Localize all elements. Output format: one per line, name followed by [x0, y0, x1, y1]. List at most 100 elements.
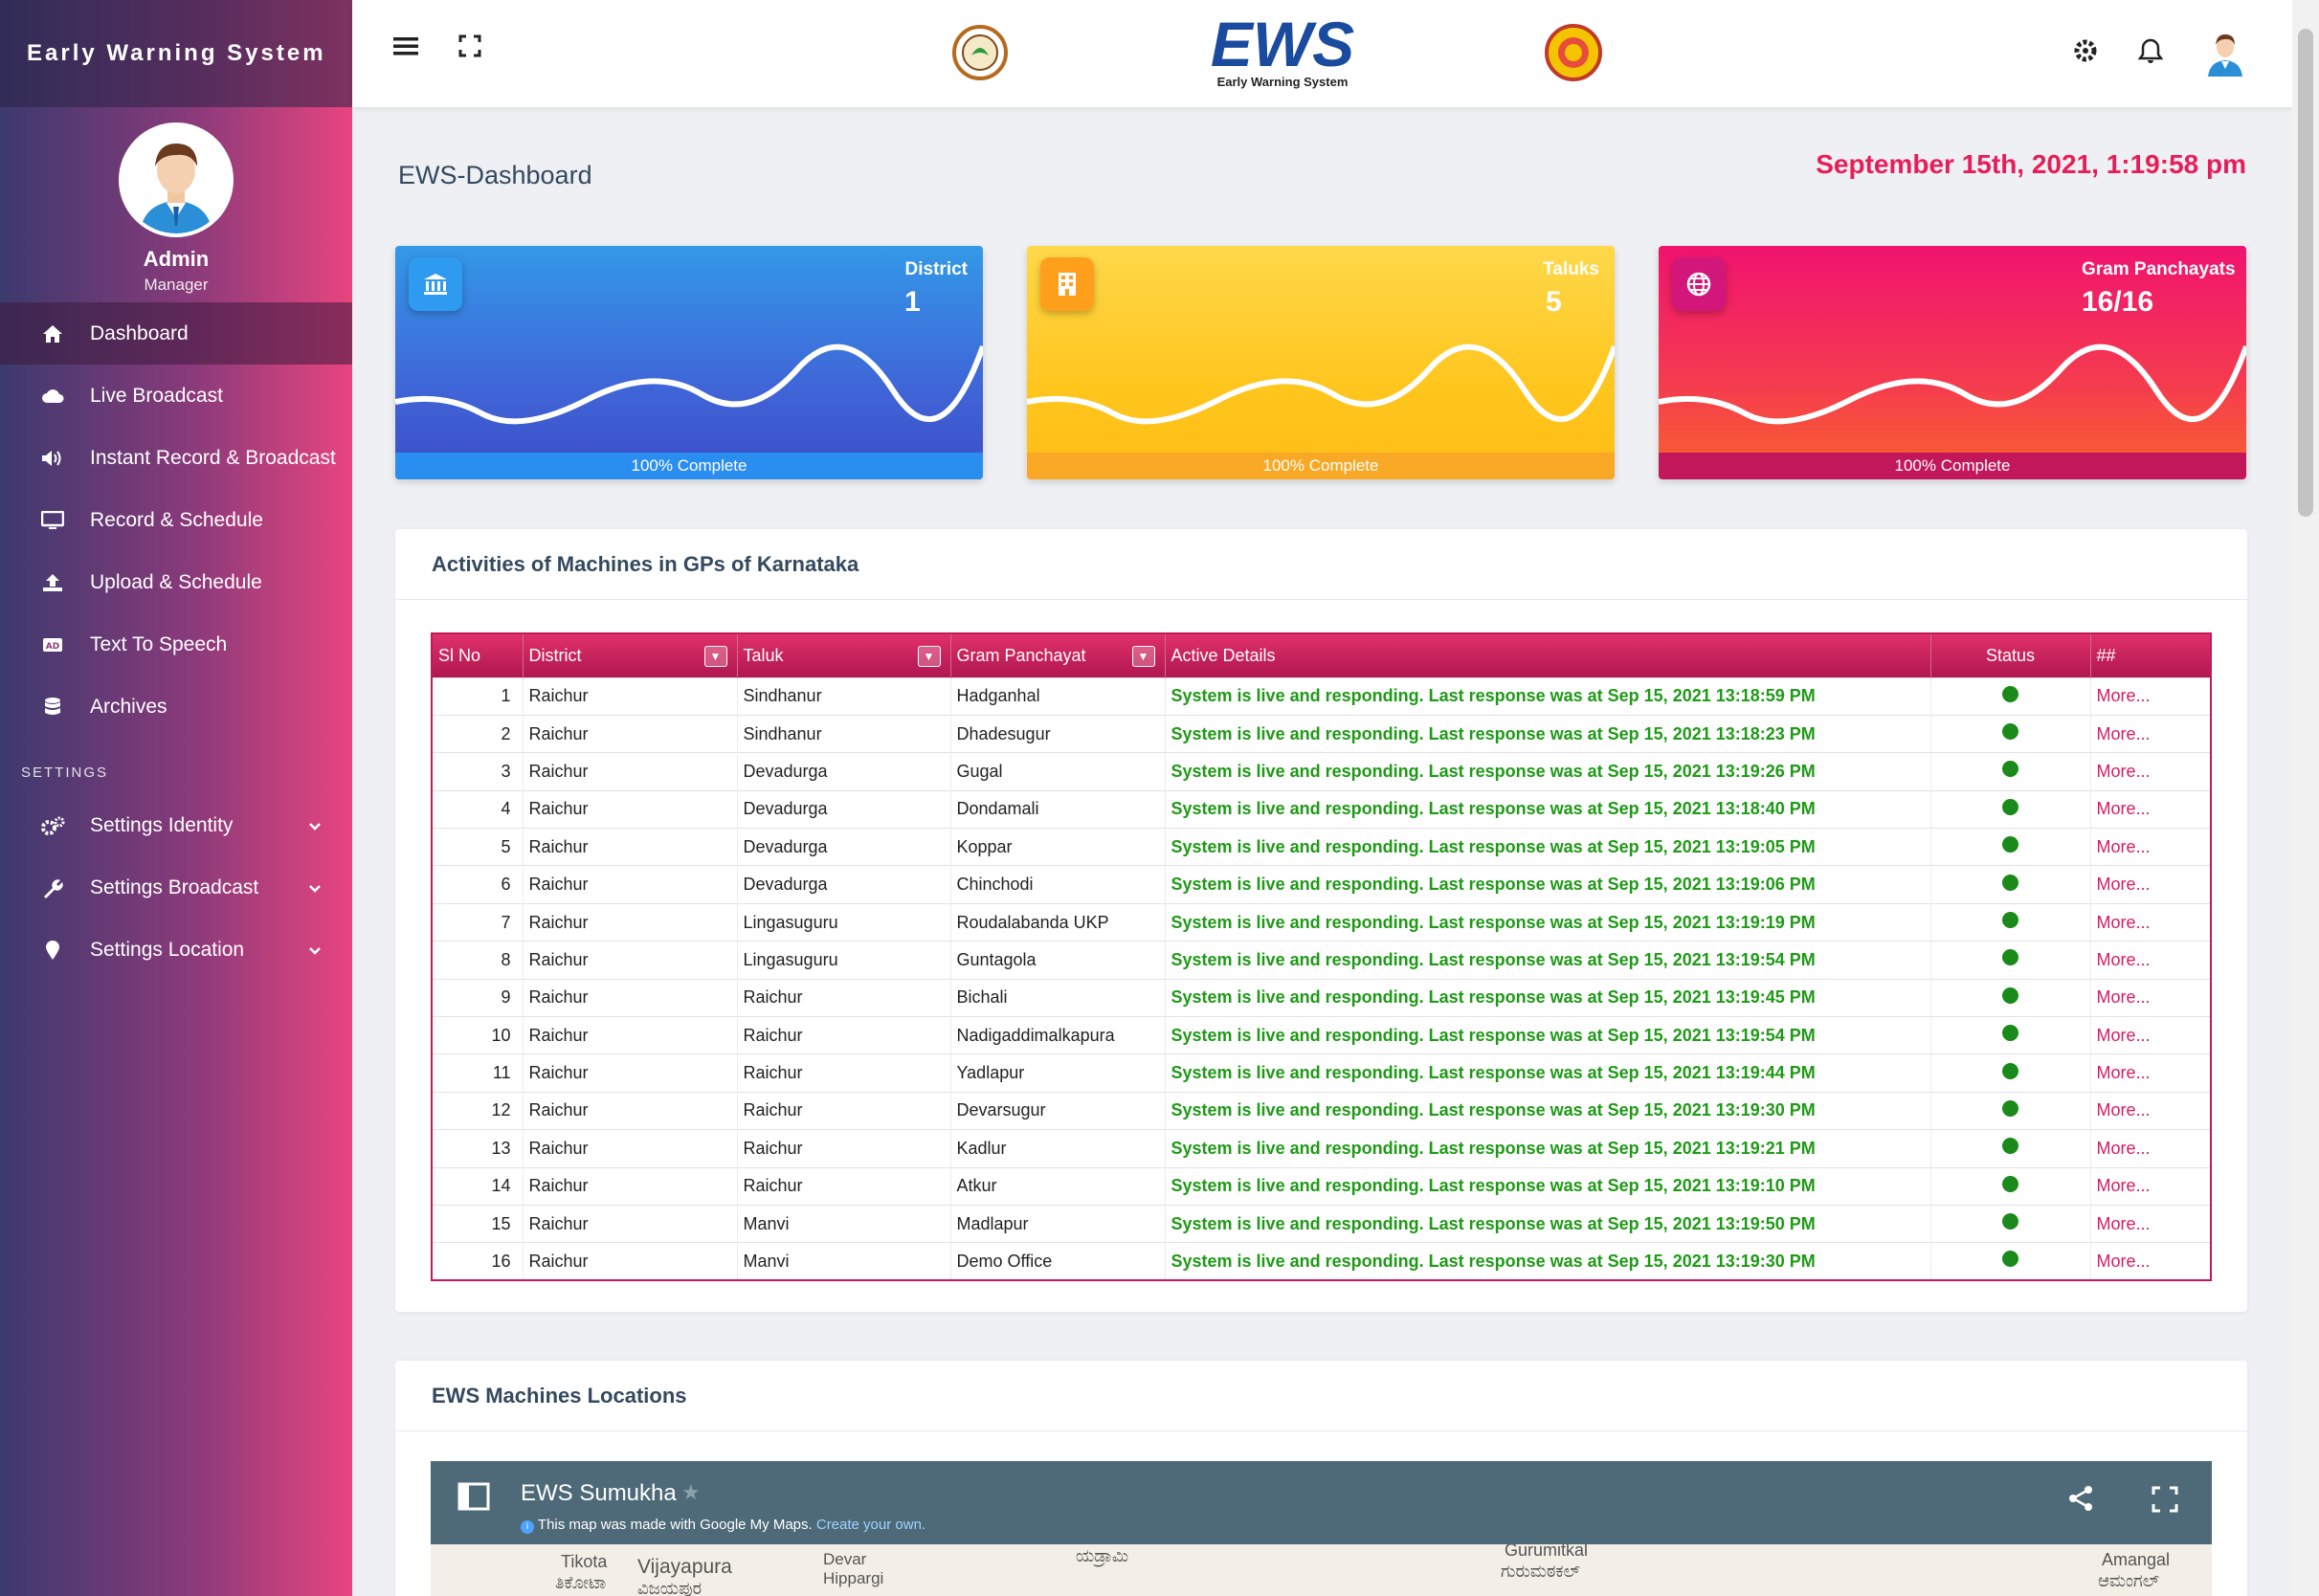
sidebar-item-live-broadcast[interactable]: Live Broadcast: [0, 365, 352, 427]
scrollbar-thumb[interactable]: [2298, 29, 2313, 517]
card-label: Taluks: [1543, 259, 1599, 279]
more-link[interactable]: More...: [2090, 1091, 2212, 1130]
table-row: 9 Raichur Raichur Bichali System is live and…: [432, 978, 2212, 1017]
avatar[interactable]: [119, 122, 234, 237]
cell-gram-panchayat: Nadigaddimalkapura: [950, 1016, 1166, 1054]
sidebar-item-label: Live Broadcast: [90, 384, 223, 407]
map-panel: EWS Machines Locations EWS Sumukha ★ i T…: [395, 1361, 2247, 1596]
cell-sl-no: 12: [432, 1091, 524, 1130]
sidebar-item-archives[interactable]: Archives: [0, 676, 352, 738]
filter-dropdown-icon[interactable]: ▼: [1131, 646, 1155, 667]
sidebar-item-label: Archives: [90, 695, 167, 718]
cell-gram-panchayat: Kadlur: [950, 1129, 1166, 1168]
more-link[interactable]: More...: [2090, 941, 2212, 980]
cell-active-details: System is live and responding. Last resp…: [1165, 978, 1931, 1017]
cell-taluk: Sindhanur: [737, 714, 951, 753]
status-live-icon: [2002, 1025, 2018, 1042]
more-link[interactable]: More...: [2090, 1053, 2212, 1093]
create-map-link[interactable]: Create your own.: [815, 1517, 926, 1533]
sidebar-item-label: Settings Broadcast: [90, 876, 259, 898]
user-avatar-icon[interactable]: [2202, 27, 2248, 81]
map-panel-title: EWS Machines Locations: [395, 1361, 2247, 1431]
column-header-taluk[interactable]: Taluk ▼: [737, 633, 951, 677]
ews-logo: EWS Early Warning System: [1210, 9, 1355, 89]
cell-district: Raichur: [523, 752, 738, 791]
cell-taluk: Devadurga: [737, 828, 951, 866]
taluks-card[interactable]: Taluks 5 100% Complete: [1027, 246, 1615, 479]
more-link[interactable]: More...: [2090, 752, 2212, 791]
table-row: 2 Raichur Sindhanur Dhadesugur System is liv…: [432, 714, 2212, 753]
more-link[interactable]: More...: [2090, 1129, 2212, 1168]
cell-gram-panchayat: Koppar: [950, 828, 1166, 866]
map-place-label: Vijayapura: [637, 1556, 732, 1578]
more-link[interactable]: More...: [2090, 676, 2212, 716]
column-header-district[interactable]: District ▼: [523, 633, 738, 677]
status-live-icon: [2002, 1099, 2018, 1117]
notification-bell-icon[interactable]: [2137, 37, 2164, 69]
status-live-icon: [2002, 1251, 2018, 1268]
more-link[interactable]: More...: [2090, 902, 2212, 942]
cloud-icon: [38, 388, 67, 404]
page-scrollbar[interactable]: [2292, 0, 2319, 1596]
column-header-sl-no[interactable]: Sl No: [432, 633, 524, 677]
more-link[interactable]: More...: [2090, 789, 2212, 829]
chevron-down-icon: [308, 876, 322, 899]
more-link[interactable]: More...: [2090, 1204, 2212, 1243]
sidebar-item-upload-schedule[interactable]: Upload & Schedule: [0, 551, 352, 613]
column-header-actions[interactable]: ##: [2090, 633, 2212, 677]
status-live-icon: [2002, 986, 2018, 1004]
filter-dropdown-icon[interactable]: ▼: [917, 646, 941, 667]
sidebar-item-settings-broadcast[interactable]: Settings Broadcast: [0, 856, 352, 919]
more-link[interactable]: More...: [2090, 1016, 2212, 1054]
more-link[interactable]: More...: [2090, 1166, 2212, 1206]
hamburger-menu-icon[interactable]: [393, 34, 418, 62]
sidebar-item-instant-record[interactable]: Instant Record & Broadcast: [0, 427, 352, 489]
cell-taluk: Raichur: [737, 1016, 951, 1054]
more-link[interactable]: More...: [2090, 1242, 2212, 1281]
sidebar-item-label: Settings Location: [90, 938, 245, 961]
table-row: 8 Raichur Lingasuguru Guntagola System is li…: [432, 941, 2212, 980]
sidebar-item-record-schedule[interactable]: Record & Schedule: [0, 489, 352, 551]
cell-status: [1930, 752, 2091, 791]
top-bar: EWS Early Warning System: [352, 0, 2292, 107]
column-header-active-details[interactable]: Active Details: [1165, 633, 1931, 677]
info-icon: i: [521, 1520, 534, 1534]
card-progress-bar: 100% Complete: [1027, 453, 1615, 479]
cell-taluk: Raichur: [737, 1129, 951, 1168]
more-link[interactable]: More...: [2090, 828, 2212, 866]
sidebar-item-settings-identity[interactable]: Settings Identity: [0, 794, 352, 856]
filter-dropdown-icon[interactable]: ▼: [703, 646, 727, 667]
cell-district: Raichur: [523, 789, 738, 829]
map-sidebar-toggle-icon[interactable]: [457, 1482, 490, 1516]
settings-gear-icon[interactable]: [2073, 38, 2098, 68]
cell-sl-no: 11: [432, 1053, 524, 1093]
sidebar-item-text-to-speech[interactable]: AD Text To Speech: [0, 613, 352, 676]
share-icon[interactable]: [2067, 1484, 2094, 1518]
gram-panchayats-card[interactable]: Gram Panchayats 16/16 100% Complete: [1659, 246, 2246, 479]
column-header-status[interactable]: Status: [1930, 633, 2091, 677]
district-card[interactable]: District 1 100% Complete: [395, 246, 983, 479]
status-live-icon: [2002, 1062, 2018, 1079]
column-header-gram-panchayat[interactable]: Gram Panchayat ▼: [950, 633, 1166, 677]
fullscreen-icon[interactable]: [458, 34, 481, 62]
cell-gram-panchayat: Gugal: [950, 752, 1166, 791]
map-view[interactable]: Tikota ತಿಕೋಟಾ Vijayapura ವಿಜಯಪುರ Devar H…: [431, 1544, 2212, 1596]
more-link[interactable]: More...: [2090, 714, 2212, 753]
user-profile: Admin Manager: [0, 107, 352, 295]
star-icon[interactable]: ★: [681, 1480, 701, 1504]
more-link[interactable]: More...: [2090, 978, 2212, 1017]
cell-active-details: System is live and responding. Last resp…: [1165, 1016, 1931, 1054]
card-value: 1: [904, 286, 921, 318]
cell-district: Raichur: [523, 828, 738, 866]
bank-icon: [409, 257, 462, 311]
status-live-icon: [2002, 836, 2018, 853]
sidebar-item-settings-location[interactable]: Settings Location: [0, 919, 352, 981]
more-link[interactable]: More...: [2090, 865, 2212, 904]
map-place-label: ಆಮಂಗಲ್: [2098, 1571, 2160, 1590]
table-row: 12 Raichur Raichur Devarsugur System is live…: [432, 1091, 2212, 1130]
map-fullscreen-icon[interactable]: [2152, 1486, 2178, 1518]
status-live-icon: [2002, 685, 2018, 702]
sidebar-item-dashboard[interactable]: Dashboard: [0, 302, 352, 365]
cell-district: Raichur: [523, 1242, 738, 1281]
table-row: 5 Raichur Devadurga Koppar System is live an…: [432, 828, 2212, 866]
